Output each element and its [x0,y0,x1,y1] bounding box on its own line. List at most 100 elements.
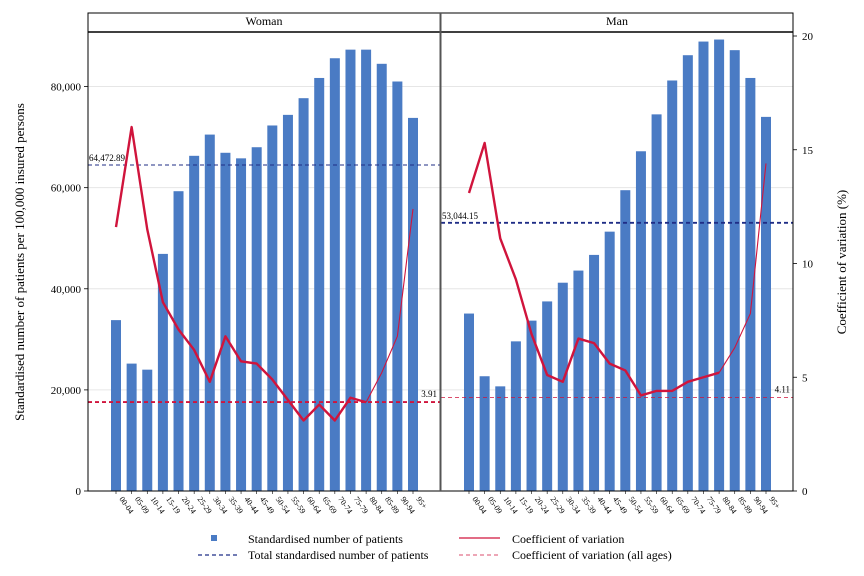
y2-tick-label: 10 [802,259,814,271]
x-tick-label: 60-64 [658,495,676,515]
bar [714,39,725,492]
y2-axis-ticks: 0 5 10 15 20 [793,31,814,498]
bars-layer [111,39,771,492]
x-tick-label: 30-34 [211,495,229,515]
bar [189,155,200,492]
bar [236,158,247,491]
cv-line-tail [365,208,414,403]
bar [126,363,137,491]
bar [251,147,262,491]
bar [298,98,309,491]
bar [361,49,372,492]
y2-axis-label: Coefficient of variation (%) [834,190,849,335]
x-tick-label: 45-49 [258,495,276,515]
x-tick-label: 80-84 [720,495,738,515]
x-tick-label: 80-84 [367,495,385,515]
bar [111,320,121,491]
y-tick-label: 20,000 [51,385,82,397]
x-tick-label: 75-79 [705,495,723,515]
bar [729,50,740,492]
bar [526,320,537,491]
x-tick-label: 20-24 [180,495,198,515]
y-tick-label: 80,000 [51,82,82,94]
bar [510,341,521,491]
bar [479,376,490,491]
x-tick-label: 30-34 [564,495,582,515]
legend: Standardised number of patients Coeffici… [198,532,672,562]
bar [392,81,403,491]
x-tick-label: 90-94 [752,495,770,515]
x-tick-label: 25-29 [549,495,567,515]
legend-total-label: Total standardised number of patients [248,548,429,562]
bar [267,125,278,491]
x-tick-label: 35-39 [580,495,598,515]
y2-tick-label: 15 [802,145,814,157]
bar [667,80,678,491]
legend-cv-all-label: Coefficient of variation (all ages) [512,548,672,562]
bar [573,270,584,491]
total-label: 53,044.15 [442,211,479,221]
x-tick-label: 50-54 [627,495,645,515]
bar [157,253,168,491]
y-tick-label: 60,000 [51,183,82,195]
x-tick-label: 05-09 [133,495,151,515]
y-axis-ticks: 0 20,000 40,000 60,000 80,000 [51,82,88,498]
bar [204,134,215,492]
x-tick-label: 10-14 [149,495,167,515]
bar [464,313,474,491]
x-tick-label: 05-09 [486,495,504,515]
bar [651,114,662,491]
panel-frame [440,12,794,492]
x-tick-label: 55-59 [289,495,307,515]
x-tick-label: 40-44 [242,495,260,515]
x-tick-label: 20-24 [533,495,551,515]
bar [408,117,418,492]
x-tick-label: 45-49 [611,495,629,515]
bar [589,254,600,491]
x-tick-label: 75-79 [352,495,370,515]
panel-title-man: Man [606,14,628,28]
bar [173,191,184,491]
legend-cv-label: Coefficient of variation [512,532,624,546]
bar [142,369,153,491]
total-label: 64,472.89 [89,153,126,163]
bar [220,152,231,492]
x-tick-label: 65-69 [674,495,692,515]
bar [329,58,340,491]
cv-all-label: 4.11 [775,384,790,394]
bar [745,77,756,491]
y2-tick-label: 20 [802,31,814,43]
panel-title-woman: Woman [245,14,282,28]
bar [698,41,709,492]
x-tick-label: 25-29 [196,495,214,515]
x-tick-label: 00-04 [117,495,135,515]
y-tick-label: 40,000 [51,284,82,296]
x-tick-label: 60-64 [305,495,323,515]
bar [761,116,771,491]
bar [282,114,293,491]
x-tick-label: 90-94 [399,495,417,515]
x-tick-label: 15-19 [517,495,535,515]
plot-frame [87,12,794,492]
legend-bar-swatch [211,535,217,541]
x-tick-label: 15-19 [164,495,182,515]
x-tick-label: 10-14 [502,495,520,515]
panel-frame [87,12,441,492]
cv-line-tail [718,163,767,373]
bar [604,231,615,491]
x-tick-label: 85-89 [383,495,401,515]
x-tick-label: 50-54 [274,495,292,515]
bar [635,151,646,491]
y2-tick-label: 5 [802,372,808,384]
bar [557,282,568,491]
legend-bars-label: Standardised number of patients [248,532,403,546]
x-tick-label: 35-39 [227,495,245,515]
bar [314,77,325,491]
bar [542,301,553,491]
x-tick-label: 40-44 [595,495,613,515]
bar [620,190,631,491]
x-tick-label: 00-04 [470,495,488,515]
y2-tick-label: 0 [802,486,808,498]
bar [495,386,506,491]
